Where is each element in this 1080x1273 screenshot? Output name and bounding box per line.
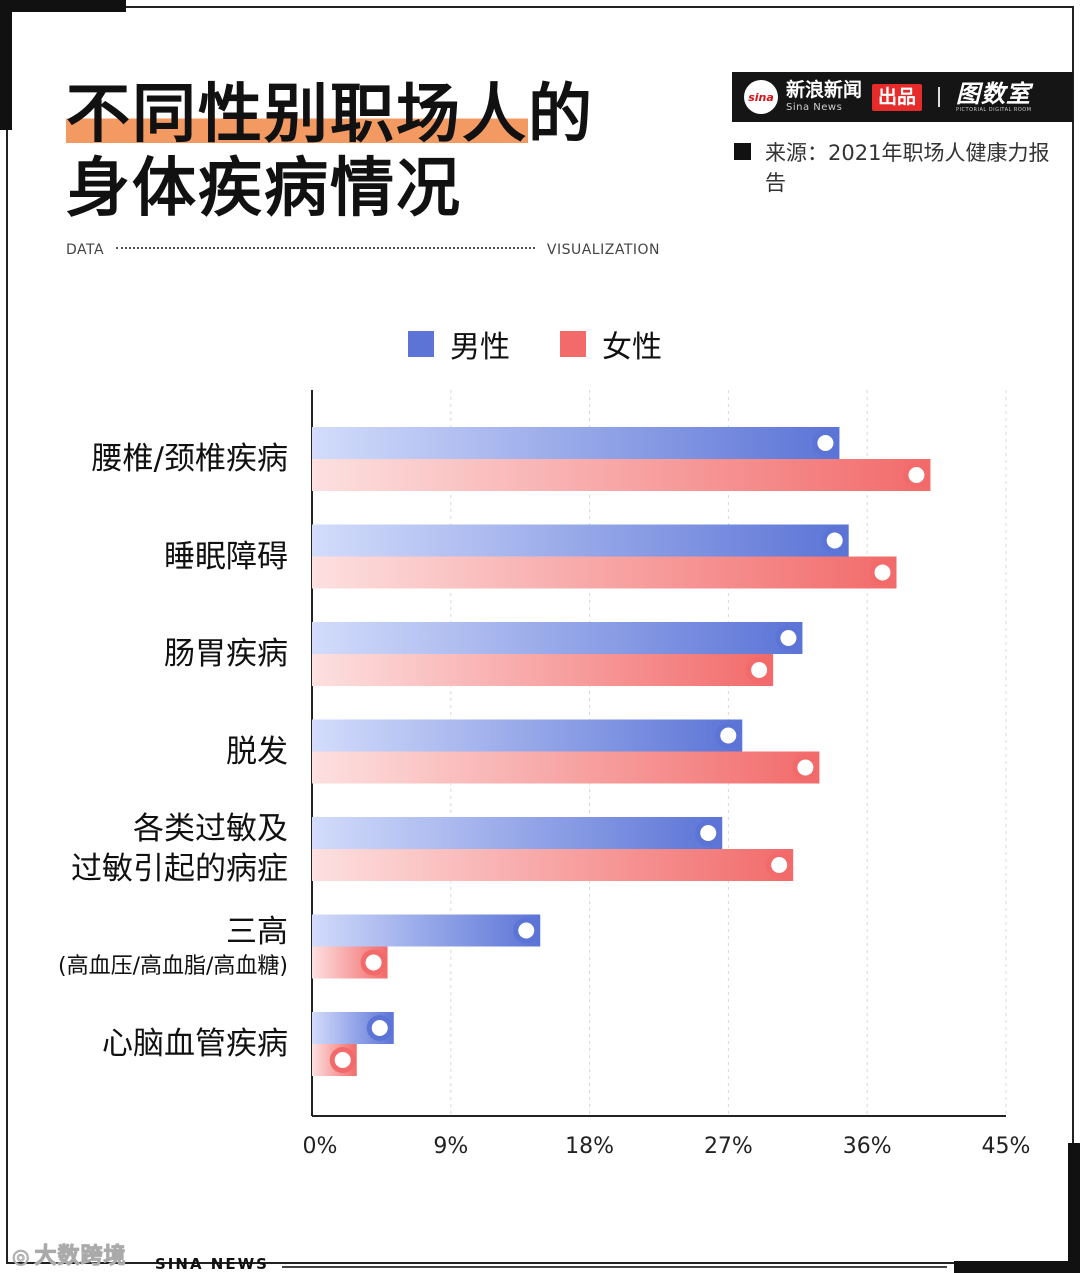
x-tick-label: 0% <box>302 1134 338 1159</box>
bar-male <box>312 914 541 947</box>
category-label: 心脑血管疾病 <box>102 1026 288 1062</box>
bar-male <box>312 719 743 752</box>
legend-swatch-female <box>560 331 586 357</box>
bar-end-marker-inner <box>826 532 843 549</box>
category-label: 各类过敏及 过敏引起的病症 <box>71 811 288 887</box>
legend-label-male: 男性 <box>450 330 510 365</box>
bar-end-marker-inner <box>780 630 797 646</box>
bar-female <box>312 654 774 686</box>
visualization-label: VISUALIZATION <box>546 242 660 258</box>
bar-end-marker-inner <box>797 759 814 776</box>
corner-accent <box>0 0 12 130</box>
legend-item-female: 女性 <box>560 322 662 366</box>
category-label: 三高 (高血压/高血脂/高血糖) <box>58 913 288 979</box>
x-tick-label: 36% <box>842 1134 892 1159</box>
title-line2: 身体疾病情况 <box>66 152 462 226</box>
category-label: 肠胃疾病 <box>164 636 288 672</box>
bar-female <box>312 459 931 491</box>
category-label: 脱发 <box>226 733 288 770</box>
bar-female <box>312 556 897 589</box>
corner-accent <box>0 0 126 12</box>
bar-male <box>312 524 849 557</box>
legend-label-female: 女性 <box>602 330 662 365</box>
x-tick-label: 45% <box>981 1134 1031 1159</box>
brand-name: 新浪新闻 Sina News <box>786 81 862 113</box>
bar-end-marker-inner <box>771 857 788 873</box>
watermark: ◎ 大数跨境 <box>11 1238 127 1270</box>
title-line1-rest: 的 <box>528 78 594 152</box>
bar-female <box>312 849 794 881</box>
legend-item-male: 男性 <box>408 322 510 366</box>
bar-end-marker-inner <box>371 1020 388 1036</box>
produced-badge: 出品 <box>872 83 923 111</box>
bar-end-marker-inner <box>700 825 717 841</box>
partner-logo: 图数室 PICTORIAL DIGITAL ROOM <box>956 82 1032 113</box>
bar-end-marker-inner <box>817 435 834 451</box>
brand-bar: sina 新浪新闻 Sina News 出品 图数室 PICTORIAL DIG… <box>732 72 1073 122</box>
source-note: 来源：2021年职场人健康力报告 <box>734 138 1054 198</box>
watermark-text: 大数跨境 <box>34 1244 127 1270</box>
bar-end-marker-inner <box>908 467 925 483</box>
chart-legend: 男性 女性 <box>408 322 712 366</box>
bar-male <box>312 427 840 459</box>
title-highlight: 不同性别职场人 <box>66 78 528 152</box>
source-square-icon <box>734 143 751 160</box>
category-label: 腰椎/颈椎疾病 <box>91 441 288 477</box>
sina-logo-icon: sina <box>744 80 778 114</box>
data-label: DATA <box>66 242 105 258</box>
bar-end-marker-inner <box>720 727 737 744</box>
bar-end-marker-inner <box>751 662 768 678</box>
footer-brand: SINA NEWS <box>155 1255 269 1273</box>
page-frame <box>6 6 1074 1264</box>
x-tick-label: 27% <box>703 1134 753 1159</box>
brand-name-en: Sina News <box>786 102 843 113</box>
footer-rule <box>282 1266 947 1268</box>
partner-name-cn: 图数室 <box>956 79 1032 108</box>
dotted-divider <box>116 247 535 249</box>
brand-separator <box>938 87 941 107</box>
bar-end-marker-inner <box>334 1052 351 1068</box>
bar-female <box>312 751 820 784</box>
bar-male <box>312 622 803 654</box>
bar-end-marker-inner <box>365 954 382 971</box>
corner-accent <box>1068 1143 1080 1273</box>
bar-end-marker-inner <box>518 922 535 939</box>
x-tick-label: 18% <box>565 1134 615 1159</box>
partner-name-en: PICTORIAL DIGITAL ROOM <box>956 106 1032 113</box>
corner-accent <box>954 1261 1080 1273</box>
watermark-icon: ◎ <box>11 1244 31 1269</box>
brand-name-cn: 新浪新闻 <box>786 79 863 101</box>
source-text: 来源：2021年职场人健康力报告 <box>765 141 1050 195</box>
page-title: 不同性别职场人的 身体疾病情况 <box>66 78 666 226</box>
data-visualization-rule: DATA VISUALIZATION <box>66 240 660 260</box>
legend-swatch-male <box>408 331 434 357</box>
bar-end-marker-inner <box>874 564 891 581</box>
bar-male <box>312 817 723 849</box>
category-label: 睡眠障碍 <box>164 538 288 575</box>
x-tick-label: 9% <box>433 1134 469 1159</box>
